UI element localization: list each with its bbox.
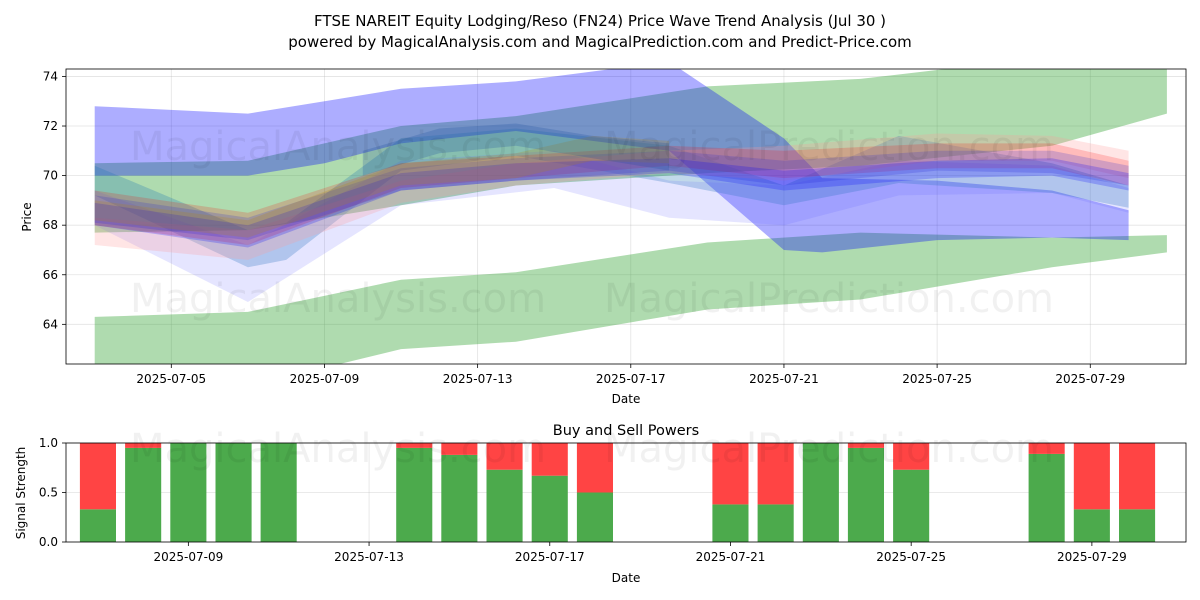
- wave-band-8: [94, 150, 1129, 241]
- x-tick-label: 2025-07-25: [902, 372, 972, 386]
- x-tick-label: 2025-07-09: [153, 550, 223, 564]
- buy-bar: [1119, 509, 1156, 542]
- sell-bar: [1073, 443, 1110, 510]
- y-tick-label: 72: [43, 119, 58, 133]
- bar-chart-title: Buy and Sell Powers: [553, 423, 699, 439]
- price-chart-frame: [65, 68, 1187, 365]
- bar-chart-y-ticks: 0.0 0.5 1.0: [39, 436, 66, 549]
- buy-bar: [531, 475, 568, 542]
- y-tick-label: 1.0: [39, 436, 58, 450]
- wave-band-7: [94, 143, 1129, 245]
- x-tick-label: 2025-07-13: [334, 550, 404, 564]
- bar-chart-xlabel: Date: [612, 571, 641, 585]
- x-tick-label: 2025-07-17: [515, 550, 585, 564]
- x-tick-label: 2025-07-13: [443, 372, 513, 386]
- wave-band-10: [94, 135, 670, 238]
- buy-bar: [847, 447, 884, 542]
- sell-bar: [125, 443, 162, 448]
- x-tick-label: 2025-07-29: [1057, 550, 1127, 564]
- sell-bar: [847, 443, 884, 448]
- bar-chart-watermarks: MagicalAnalysis.com MagicalPrediction.co…: [130, 426, 1054, 472]
- sell-bar: [1119, 443, 1156, 510]
- sell-bar: [396, 443, 433, 448]
- wave-band-11: [362, 123, 670, 176]
- buy-bar: [215, 443, 252, 542]
- sell-bar: [757, 443, 794, 505]
- buy-sell-bars: [79, 443, 1156, 542]
- wave-band-9: [94, 158, 1129, 248]
- watermark: MagicalPrediction.com: [604, 426, 1054, 472]
- buy-bar: [79, 509, 116, 542]
- buy-bar: [576, 492, 613, 542]
- buy-bar: [802, 443, 839, 542]
- wave-band-5: [94, 150, 1129, 302]
- x-tick-label: 2025-07-25: [876, 550, 946, 564]
- price-wave-chart: MagicalAnalysis.com MagicalPrediction.co…: [20, 68, 1187, 406]
- price-wave-bands: [94, 69, 1167, 364]
- buy-bar: [125, 447, 162, 542]
- sell-bar: [893, 443, 930, 470]
- x-tick-label: 2025-07-21: [749, 372, 819, 386]
- sell-bar: [441, 443, 478, 455]
- buy-bar: [441, 454, 478, 542]
- buy-bar: [1028, 453, 1065, 542]
- sell-bar: [712, 443, 749, 505]
- y-tick-label: 0.0: [39, 535, 58, 549]
- price-chart-x-ticks: 2025-07-05 2025-07-09 2025-07-13 2025-07-17…: [136, 364, 1125, 386]
- sell-bar: [1028, 443, 1065, 454]
- y-tick-label: 74: [43, 69, 58, 83]
- buy-bar: [260, 443, 297, 542]
- x-tick-label: 2025-07-21: [696, 550, 766, 564]
- buy-bar: [170, 443, 207, 542]
- x-tick-label: 2025-07-17: [596, 372, 666, 386]
- y-tick-label: 68: [43, 218, 58, 232]
- sell-bar: [79, 443, 116, 510]
- x-tick-label: 2025-07-09: [290, 372, 360, 386]
- y-tick-label: 0.5: [39, 486, 58, 500]
- buy-bar: [712, 504, 749, 542]
- buy-bar: [486, 469, 523, 542]
- watermark: MagicalAnalysis.com: [130, 276, 546, 322]
- price-chart-watermarks: MagicalAnalysis.com MagicalPrediction.co…: [130, 124, 1054, 322]
- price-chart-y-ticks: 64 66 68 70 72 74: [43, 69, 66, 331]
- bar-chart-x-ticks: 2025-07-09 2025-07-13 2025-07-17 2025-07-21…: [153, 542, 1127, 564]
- chart-subtitle: powered by MagicalAnalysis.com and Magic…: [288, 33, 912, 51]
- price-chart-ylabel: Price: [20, 202, 34, 231]
- chart-title: FTSE NAREIT Equity Lodging/Reso (FN24) P…: [314, 12, 886, 30]
- buy-bar: [757, 504, 794, 542]
- buy-bar: [396, 447, 433, 542]
- watermark: MagicalPrediction.com: [604, 124, 1054, 170]
- sell-bar: [486, 443, 523, 470]
- sell-bar: [531, 443, 568, 476]
- buy-sell-power-chart: Buy and Sell Powers MagicalAnalysis.com …: [14, 423, 1187, 585]
- x-tick-label: 2025-07-29: [1055, 372, 1125, 386]
- watermark: MagicalPrediction.com: [604, 276, 1054, 322]
- wave-band-2: [94, 232, 1167, 364]
- wave-band-4: [94, 128, 1129, 268]
- y-tick-label: 70: [43, 169, 58, 183]
- watermark: MagicalAnalysis.com: [130, 124, 546, 170]
- price-chart-grid: [66, 69, 1186, 364]
- wave-band-1: [94, 69, 1167, 233]
- wave-band-3: [94, 69, 1129, 253]
- buy-bar: [1073, 509, 1110, 542]
- y-tick-label: 66: [43, 268, 58, 282]
- watermark: MagicalAnalysis.com: [130, 426, 546, 472]
- price-chart-xlabel: Date: [612, 392, 641, 406]
- bar-chart-ylabel: Signal Strength: [14, 447, 28, 540]
- buy-bar: [893, 469, 930, 542]
- wave-band-6: [94, 133, 1129, 260]
- y-tick-label: 64: [43, 317, 58, 331]
- x-tick-label: 2025-07-05: [136, 372, 206, 386]
- sell-bar: [576, 443, 613, 493]
